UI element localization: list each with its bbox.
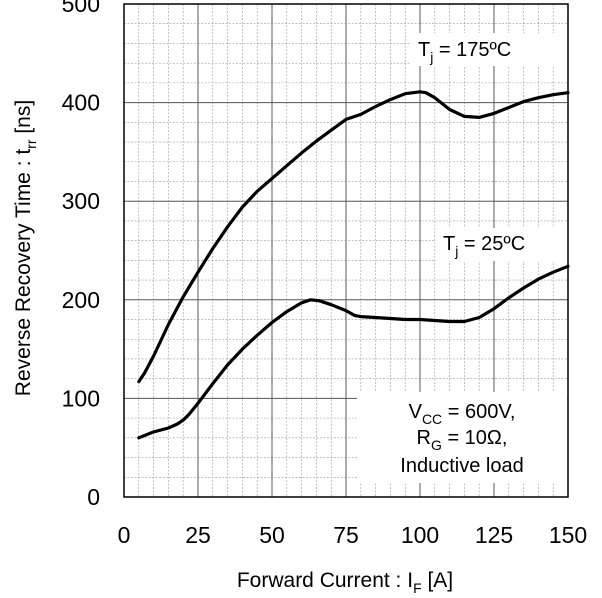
- x-tick-label: 50: [259, 522, 285, 548]
- series-line-1: [137, 264, 570, 440]
- series-label-25: Tj = 25ºC: [443, 233, 525, 259]
- condition-load: Inductive load: [400, 455, 523, 477]
- y-tick-label: 500: [62, 0, 100, 17]
- x-tick-label: 150: [549, 522, 587, 548]
- x-axis-tick-labels: 0 25 50 75 100 125 150: [118, 522, 588, 548]
- y-tick-label: 300: [62, 188, 100, 214]
- condition-rg: RG = 10Ω,: [417, 427, 508, 453]
- y-tick-label: 200: [62, 287, 100, 313]
- series-lines: [137, 90, 570, 440]
- x-tick-label: 125: [475, 522, 513, 548]
- conditions-box: [357, 392, 567, 483]
- y-tick-label: 0: [87, 484, 100, 510]
- y-axis-title: Reverse Recovery Time : trr [ns]: [12, 100, 39, 396]
- condition-vcc: VCC = 600V,: [409, 401, 516, 427]
- x-tick-label: 0: [118, 522, 131, 548]
- x-tick-label: 25: [185, 522, 211, 548]
- series-label-bg-175: [411, 33, 567, 66]
- plot-area-frame: [123, 3, 569, 498]
- series-label-bg-25: [436, 228, 567, 261]
- y-axis-tick-labels: 0 100 200 300 400 500: [62, 0, 100, 510]
- series-line-0: [137, 90, 570, 384]
- y-tick-label: 100: [62, 385, 100, 411]
- y-tick-label: 400: [62, 90, 100, 116]
- x-axis-title: Forward Current : IF [A]: [237, 569, 453, 596]
- x-tick-label: 100: [401, 522, 439, 548]
- x-tick-label: 75: [333, 522, 359, 548]
- series-label-175: Tj = 175ºC: [418, 39, 511, 65]
